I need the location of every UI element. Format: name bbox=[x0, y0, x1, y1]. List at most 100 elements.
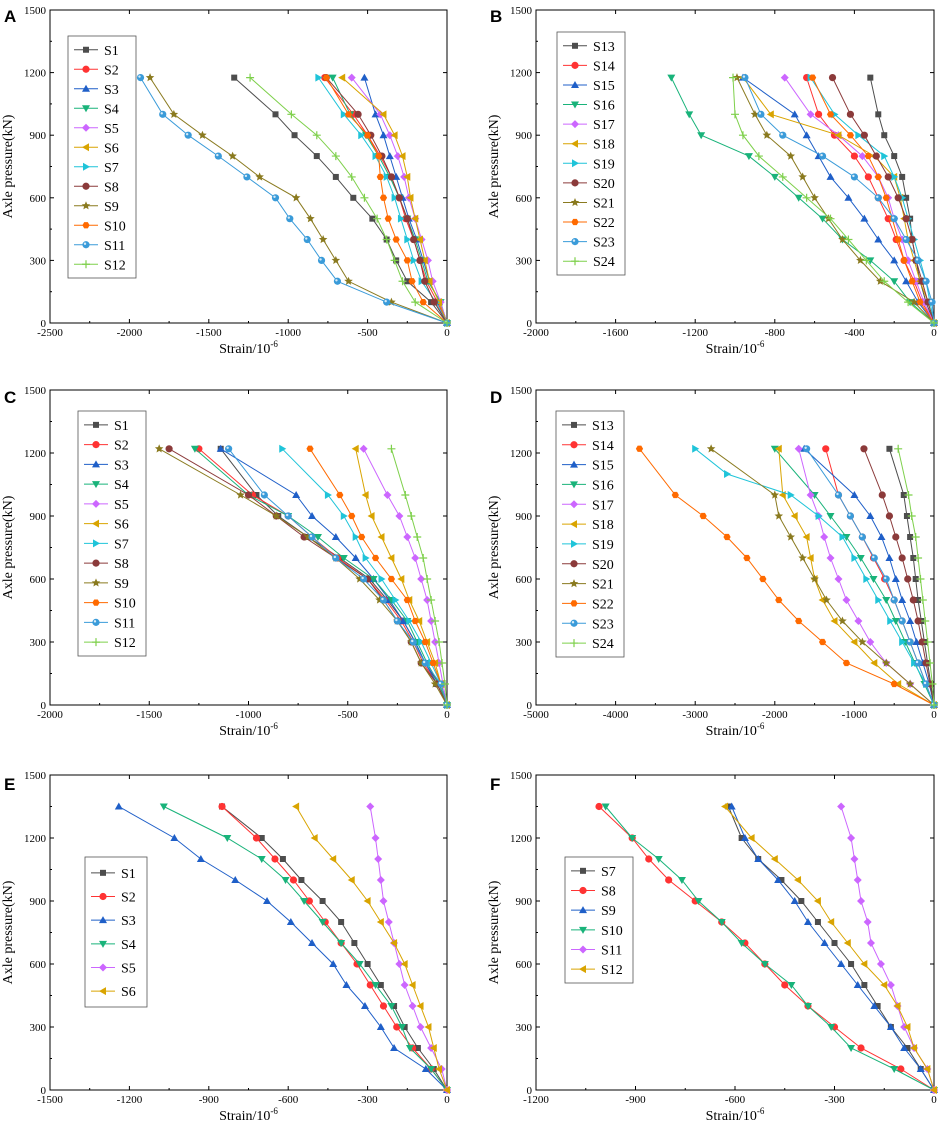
data-point bbox=[387, 554, 395, 562]
series-s23 bbox=[741, 74, 938, 327]
data-point-highlight bbox=[848, 513, 851, 517]
x-tick-label: -1200 bbox=[523, 1094, 549, 1106]
data-point bbox=[271, 194, 280, 202]
y-tick-label: 300 bbox=[516, 1022, 533, 1034]
data-point bbox=[826, 554, 835, 562]
series-line bbox=[840, 806, 935, 1091]
data-point-highlight bbox=[929, 299, 933, 303]
data-point bbox=[348, 512, 356, 520]
legend-marker bbox=[92, 638, 100, 647]
legend-marker bbox=[572, 159, 579, 168]
series-line bbox=[744, 77, 935, 324]
data-point bbox=[930, 319, 938, 327]
data-point bbox=[806, 110, 815, 119]
data-point bbox=[867, 74, 874, 81]
data-point bbox=[303, 235, 311, 244]
data-point bbox=[159, 110, 167, 118]
data-point bbox=[340, 512, 348, 520]
legend-label: S1 bbox=[104, 44, 119, 59]
data-point bbox=[880, 277, 889, 286]
data-point bbox=[747, 834, 755, 842]
y-tick-label: 1500 bbox=[510, 770, 533, 782]
legend-marker bbox=[93, 421, 99, 428]
data-point bbox=[866, 939, 875, 947]
data-point bbox=[424, 1023, 432, 1031]
legend-item: S11 bbox=[74, 239, 125, 254]
data-point bbox=[795, 617, 803, 625]
data-point bbox=[787, 982, 796, 989]
x-tick-label: 0 bbox=[931, 327, 937, 339]
x-tick-label: -600 bbox=[725, 1094, 746, 1106]
x-tick-label: -1500 bbox=[136, 709, 162, 721]
data-point bbox=[243, 173, 251, 181]
data-point bbox=[377, 982, 384, 988]
data-point-highlight bbox=[915, 258, 919, 261]
data-point bbox=[737, 940, 746, 947]
legend-label: S18 bbox=[593, 138, 615, 153]
legend-item: S5 bbox=[84, 498, 129, 513]
data-point bbox=[890, 596, 898, 604]
data-point bbox=[844, 235, 853, 244]
data-point bbox=[884, 173, 892, 181]
legend-label: S16 bbox=[592, 478, 614, 493]
data-point bbox=[881, 152, 889, 161]
legend-marker bbox=[571, 120, 579, 129]
data-point bbox=[723, 533, 731, 541]
data-point bbox=[923, 638, 932, 646]
data-point bbox=[860, 445, 868, 453]
legend-label: S6 bbox=[104, 141, 119, 156]
data-point bbox=[419, 299, 427, 306]
data-point bbox=[400, 981, 409, 989]
data-point bbox=[880, 981, 888, 989]
data-point bbox=[382, 235, 391, 244]
legend-label: S6 bbox=[114, 518, 129, 533]
data-point bbox=[928, 680, 937, 688]
data-point bbox=[724, 470, 732, 478]
data-point bbox=[814, 919, 821, 925]
legend-label: S14 bbox=[593, 59, 615, 74]
data-point bbox=[236, 490, 245, 499]
legend-marker bbox=[82, 123, 90, 132]
series-line bbox=[742, 77, 935, 324]
data-point bbox=[376, 173, 384, 181]
data-point bbox=[731, 110, 739, 119]
legend-item: S19 bbox=[562, 538, 614, 553]
data-point-highlight bbox=[333, 555, 337, 559]
series-s13 bbox=[886, 445, 937, 708]
legend-marker bbox=[571, 218, 579, 226]
data-point bbox=[677, 877, 686, 884]
series-line bbox=[736, 77, 935, 324]
legend-label: S21 bbox=[592, 578, 614, 593]
data-point bbox=[846, 110, 855, 118]
legend-label: S5 bbox=[114, 498, 129, 513]
legend-item: S21 bbox=[562, 578, 614, 593]
data-point bbox=[774, 511, 784, 520]
data-point bbox=[281, 877, 290, 884]
data-point bbox=[384, 215, 392, 222]
data-point bbox=[860, 131, 868, 139]
data-point bbox=[351, 940, 358, 946]
series-line bbox=[163, 806, 448, 1091]
data-point bbox=[930, 1086, 937, 1094]
legend-item: S12 bbox=[74, 258, 126, 273]
y-tick-label: 1200 bbox=[24, 68, 47, 80]
data-point bbox=[822, 445, 830, 453]
legend-label: S8 bbox=[104, 180, 119, 195]
data-point-highlight bbox=[244, 174, 248, 178]
data-point bbox=[358, 533, 366, 541]
data-point bbox=[223, 835, 232, 842]
x-tick-label: -1500 bbox=[37, 1094, 63, 1106]
legend-marker bbox=[571, 539, 578, 548]
data-point bbox=[694, 898, 703, 905]
data-point bbox=[313, 534, 322, 541]
data-point bbox=[387, 575, 396, 583]
data-point bbox=[136, 74, 145, 82]
data-point bbox=[430, 298, 438, 306]
data-point bbox=[902, 235, 910, 244]
legend-item: S12 bbox=[84, 636, 136, 651]
series-line bbox=[784, 77, 935, 324]
data-point bbox=[892, 533, 900, 541]
legend-item: S1 bbox=[91, 867, 136, 882]
data-point-highlight bbox=[138, 75, 141, 78]
data-point bbox=[886, 445, 893, 452]
